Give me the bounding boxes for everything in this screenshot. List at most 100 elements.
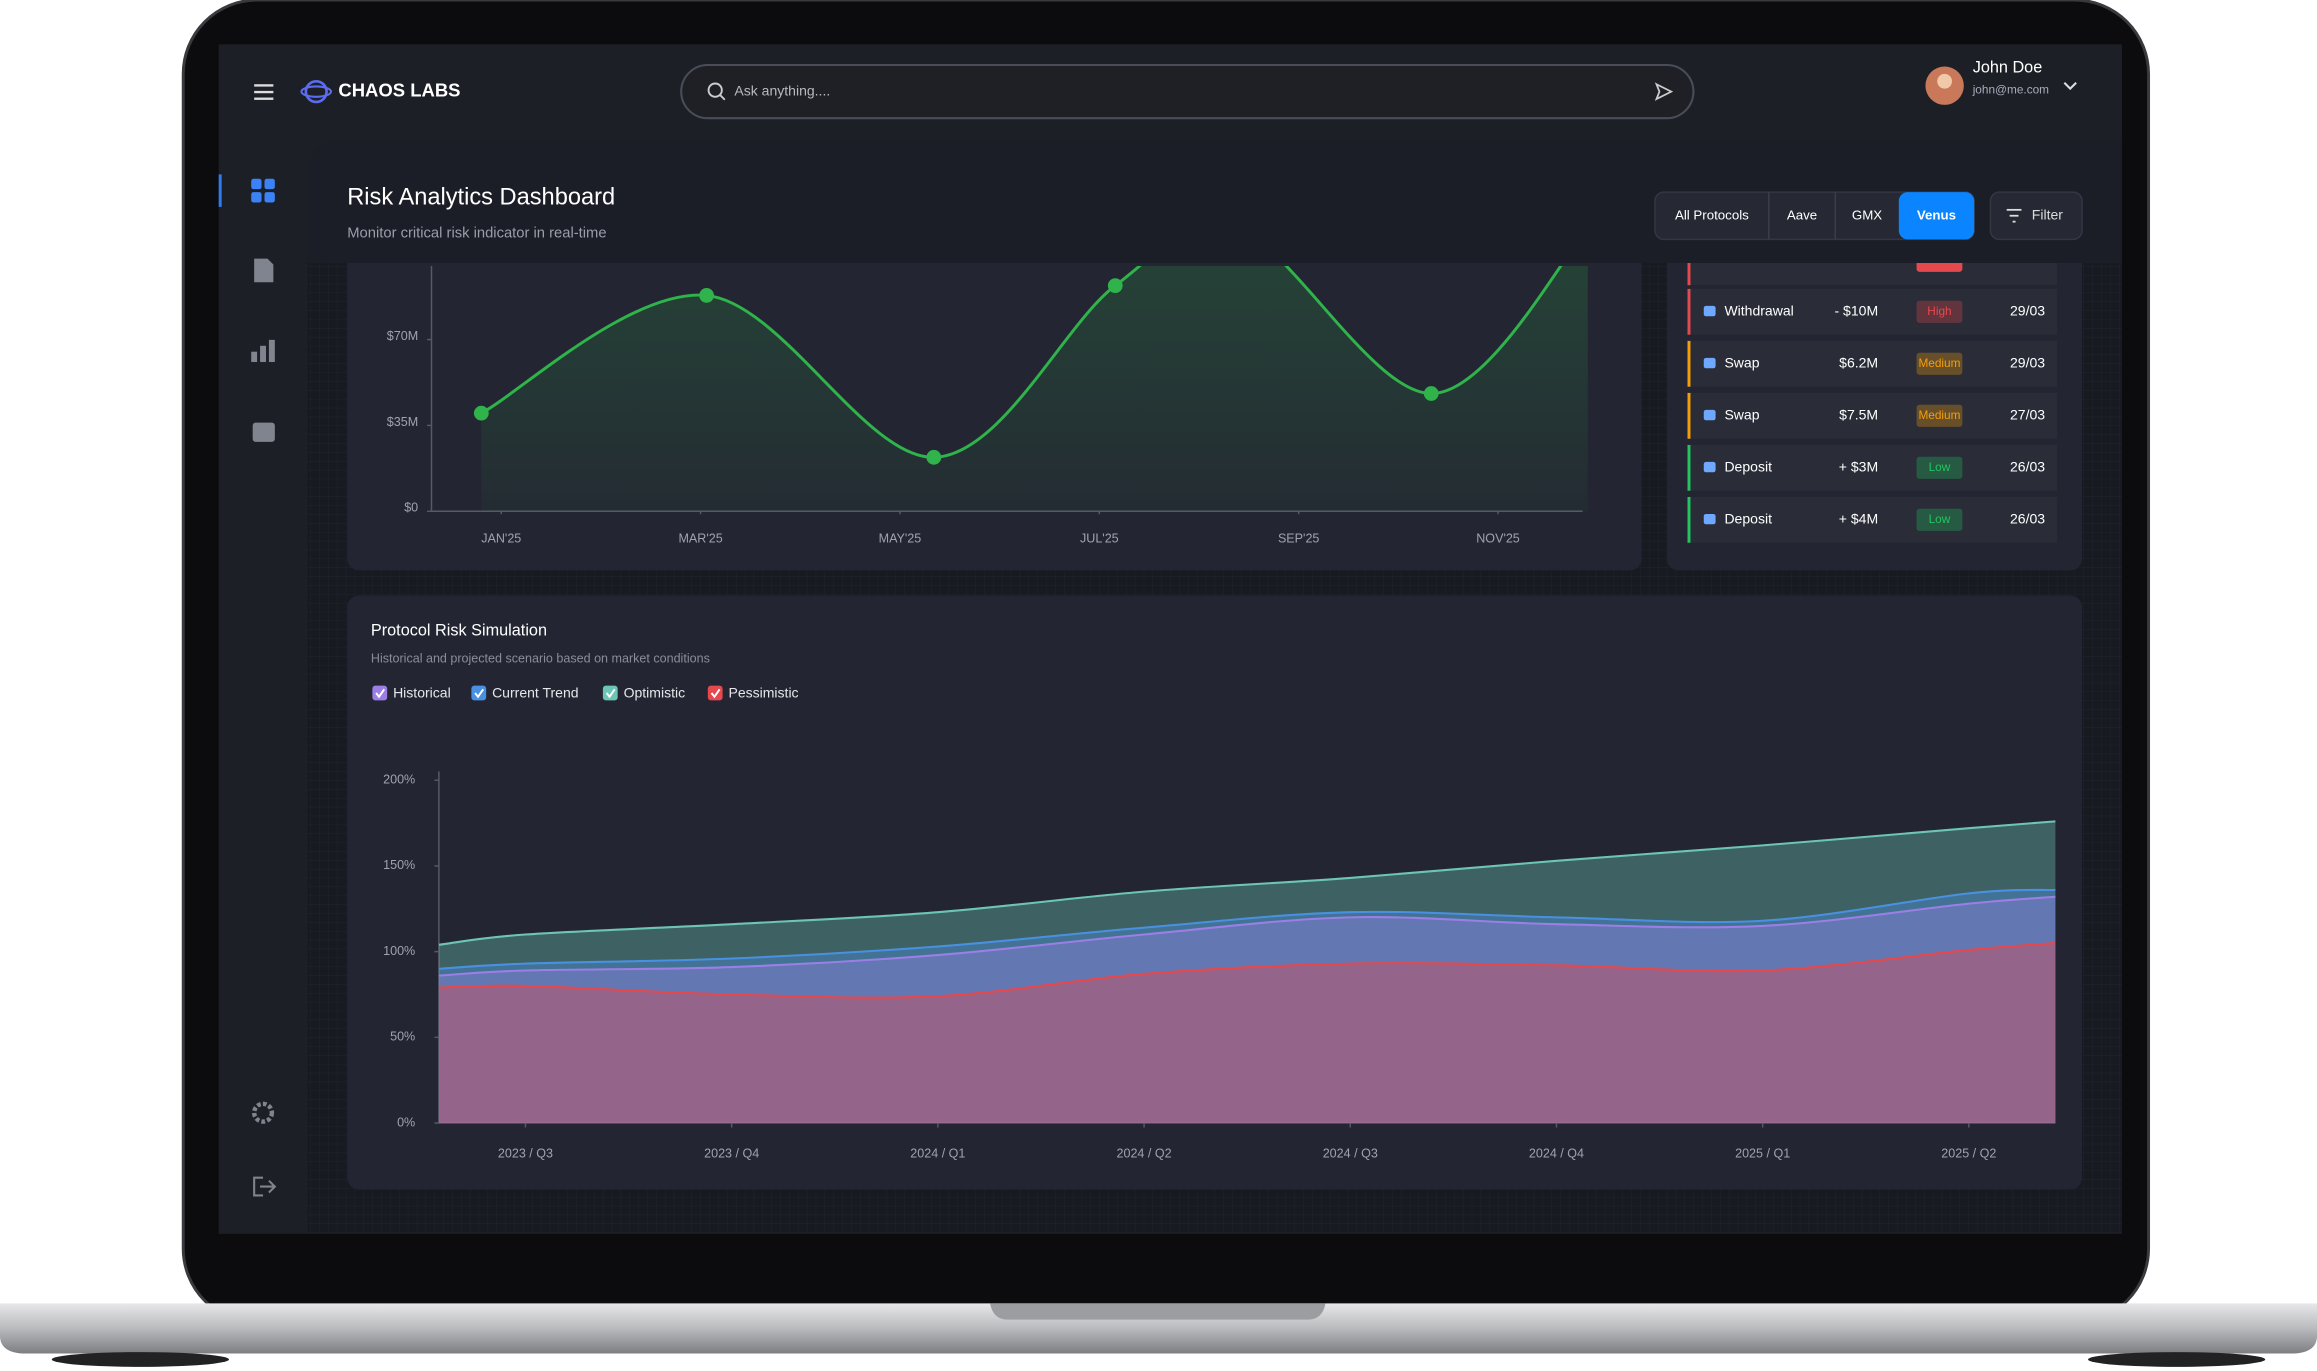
area-line (438, 942, 2056, 999)
x-tick-label: 2024 / Q4 (1529, 1146, 1584, 1160)
type-icon (1703, 513, 1716, 525)
plot (473, 265, 1588, 512)
transaction-row (1687, 444, 2057, 491)
transaction-type: Deposit (1724, 459, 1772, 475)
x-tick-label: 2023 / Q4 (704, 1146, 759, 1160)
transaction-date: 27/03 (2010, 407, 2045, 423)
risk-label: High (1927, 304, 1951, 318)
transaction-type: Deposit (1724, 511, 1772, 527)
search-box[interactable] (680, 63, 1695, 120)
point (699, 288, 714, 303)
tab-active (1898, 192, 1975, 240)
nav-logout[interactable] (253, 1176, 277, 1197)
logo (300, 79, 333, 104)
area-line (438, 895, 2056, 977)
search-icon (707, 82, 723, 98)
y-tick-label: 50% (390, 1030, 415, 1044)
x-tick-label: 2025 / Q1 (1735, 1146, 1790, 1160)
transaction-amount: $6.2M (1839, 355, 1878, 371)
nav-dashboard[interactable] (251, 178, 275, 203)
transaction-amount: $7.5M (1839, 407, 1878, 423)
transaction-amount: + $3M (1839, 459, 1878, 475)
transaction-row (1687, 496, 2057, 543)
point (473, 405, 489, 421)
filter-icon (2006, 208, 2022, 223)
tab[interactable]: Aave (1787, 207, 1817, 222)
risk-border (1687, 288, 1691, 335)
legend-checkbox[interactable] (471, 685, 487, 701)
point (1107, 278, 1123, 293)
user-menu-chevron[interactable] (2063, 82, 2077, 91)
area-line (438, 888, 2056, 970)
legend-checkbox[interactable] (707, 685, 723, 701)
nav-wallet[interactable] (252, 422, 275, 442)
x-tick-label: 2025 / Q2 (1941, 1146, 1996, 1160)
transaction-row (1687, 340, 2057, 387)
risk-label: Low (1929, 512, 1951, 526)
x-tick-label: MAR'25 (678, 532, 722, 546)
chart-subtitle: Historical and projected scenario based … (371, 651, 710, 665)
nav-settings[interactable] (251, 1101, 275, 1124)
area-chart-card (347, 595, 2083, 1190)
transaction-type: Swap (1724, 407, 1759, 423)
active-indicator (218, 174, 222, 207)
point (926, 449, 942, 465)
user-email: john@me.com (1972, 82, 2049, 96)
risk-label: Medium (1918, 356, 1960, 370)
legend-check (375, 688, 385, 699)
point (1423, 386, 1439, 401)
transaction-row (1687, 288, 2057, 335)
brand: CHAOS LABS (338, 79, 460, 100)
transaction-row (1687, 392, 2057, 439)
transaction-type: Withdrawal (1724, 302, 1793, 318)
tab[interactable]: All Protocols (1675, 207, 1749, 222)
transaction-type: Swap (1724, 355, 1759, 371)
y-tick-label: $70M (387, 329, 418, 343)
nav-analytics[interactable] (251, 339, 275, 363)
x-tick-label: JUL'25 (1080, 532, 1119, 546)
risk-badge (1916, 456, 1963, 479)
legend-check (474, 688, 484, 699)
filter-button[interactable] (1989, 191, 2083, 241)
transaction-amount: + $4M (1839, 511, 1878, 527)
legend-label: Current Trend (492, 684, 578, 700)
plot (438, 820, 2056, 1124)
menu-icon[interactable] (254, 84, 274, 100)
y-tick-label: 200% (383, 773, 415, 787)
legend-checkbox[interactable] (602, 685, 618, 701)
laptop-foot (2087, 1352, 2266, 1367)
risk-badge (1916, 352, 1963, 375)
nav-documents[interactable] (254, 258, 274, 283)
tab[interactable]: Venus (1917, 207, 1956, 222)
area (438, 896, 2056, 1124)
risk-border (1687, 392, 1691, 439)
x-tick-label: MAY'25 (879, 532, 922, 546)
tab[interactable]: GMX (1852, 207, 1882, 222)
risk-badge (1916, 300, 1963, 323)
risk-label: Low (1929, 460, 1951, 474)
laptop-notch (990, 1303, 1326, 1320)
type-icon (1703, 409, 1716, 421)
transaction-date: 29/03 (2010, 355, 2045, 371)
legend-checkbox[interactable] (372, 685, 388, 701)
transaction-date: 29/03 (2010, 302, 2045, 318)
legend-check (710, 688, 721, 699)
y-tick-label: $0 (404, 501, 418, 515)
area-line (438, 820, 2056, 946)
type-icon (1703, 461, 1716, 473)
x-tick-label: SEP'25 (1278, 532, 1319, 546)
avatar (1937, 73, 1953, 89)
x-tick-label: 2023 / Q3 (498, 1146, 553, 1160)
area (438, 889, 2056, 1124)
type-icon (1703, 305, 1716, 317)
risk-badge (1916, 508, 1963, 531)
y-tick-label: 100% (383, 944, 415, 958)
legend-label: Optimistic (624, 684, 686, 700)
filter-label: Filter (2032, 206, 2063, 222)
laptop-base (0, 1303, 2317, 1354)
send-icon[interactable] (1654, 82, 1674, 101)
transaction-amount: - $10M (1835, 302, 1879, 318)
y-tick-label: $35M (387, 415, 418, 429)
search-placeholder: Ask anything.... (734, 82, 830, 98)
